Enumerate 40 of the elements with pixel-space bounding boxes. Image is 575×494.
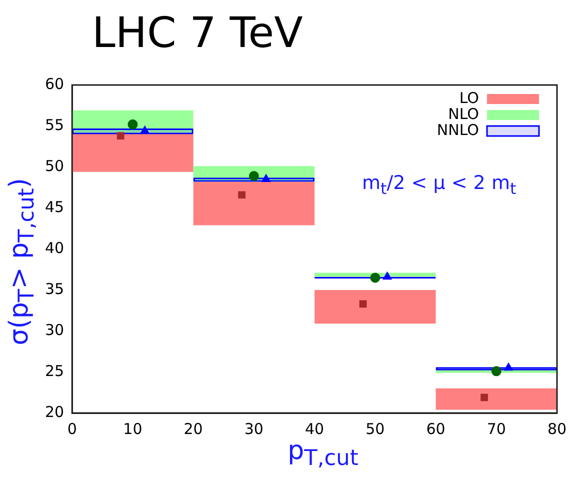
x-tick-label: 20 (184, 420, 203, 438)
point (359, 300, 367, 308)
x-tick-label: 60 (426, 420, 446, 438)
x-tick-label: 0 (67, 420, 77, 438)
point (370, 272, 380, 283)
y-tick-label: 55 (44, 116, 64, 134)
legend-label: NLO (448, 104, 479, 123)
point (128, 119, 138, 130)
point (248, 171, 259, 182)
bar (72, 133, 194, 172)
y-tick-label: 60 (44, 74, 64, 93)
y-tick-label: 50 (44, 156, 64, 175)
point (504, 362, 513, 371)
legend-label: LO (459, 88, 479, 107)
annotation: m$_{t}$/2 < μ < 2 m$_{t}$ (362, 172, 516, 198)
point (491, 366, 502, 376)
chart-title: LHC 7 TeV (92, 8, 303, 57)
x-tick-label: 50 (366, 420, 385, 438)
x-tick-label: 40 (304, 420, 324, 438)
point (382, 272, 392, 280)
bar (193, 182, 315, 226)
y-tick-label: 45 (44, 198, 64, 216)
y-tick-label: 35 (44, 280, 64, 298)
y-tick-label: 40 (44, 238, 64, 257)
bar (314, 290, 436, 324)
bar (436, 388, 557, 410)
y-tick-label: 30 (44, 320, 64, 339)
point (140, 126, 150, 134)
y-tick-label: 25 (44, 362, 64, 380)
x-tick-label: 10 (123, 420, 142, 438)
x-tick-label: 70 (486, 420, 506, 438)
x-tick-label: 80 (547, 420, 567, 438)
point (480, 394, 488, 402)
legend-label: NNLO (436, 120, 479, 139)
point (116, 132, 124, 140)
y-tick-label: 20 (44, 402, 64, 421)
point (238, 191, 246, 199)
x-axis-title: p$_{T,cut}$ (286, 436, 360, 472)
point (262, 174, 270, 182)
x-tick-label: 30 (244, 420, 264, 438)
